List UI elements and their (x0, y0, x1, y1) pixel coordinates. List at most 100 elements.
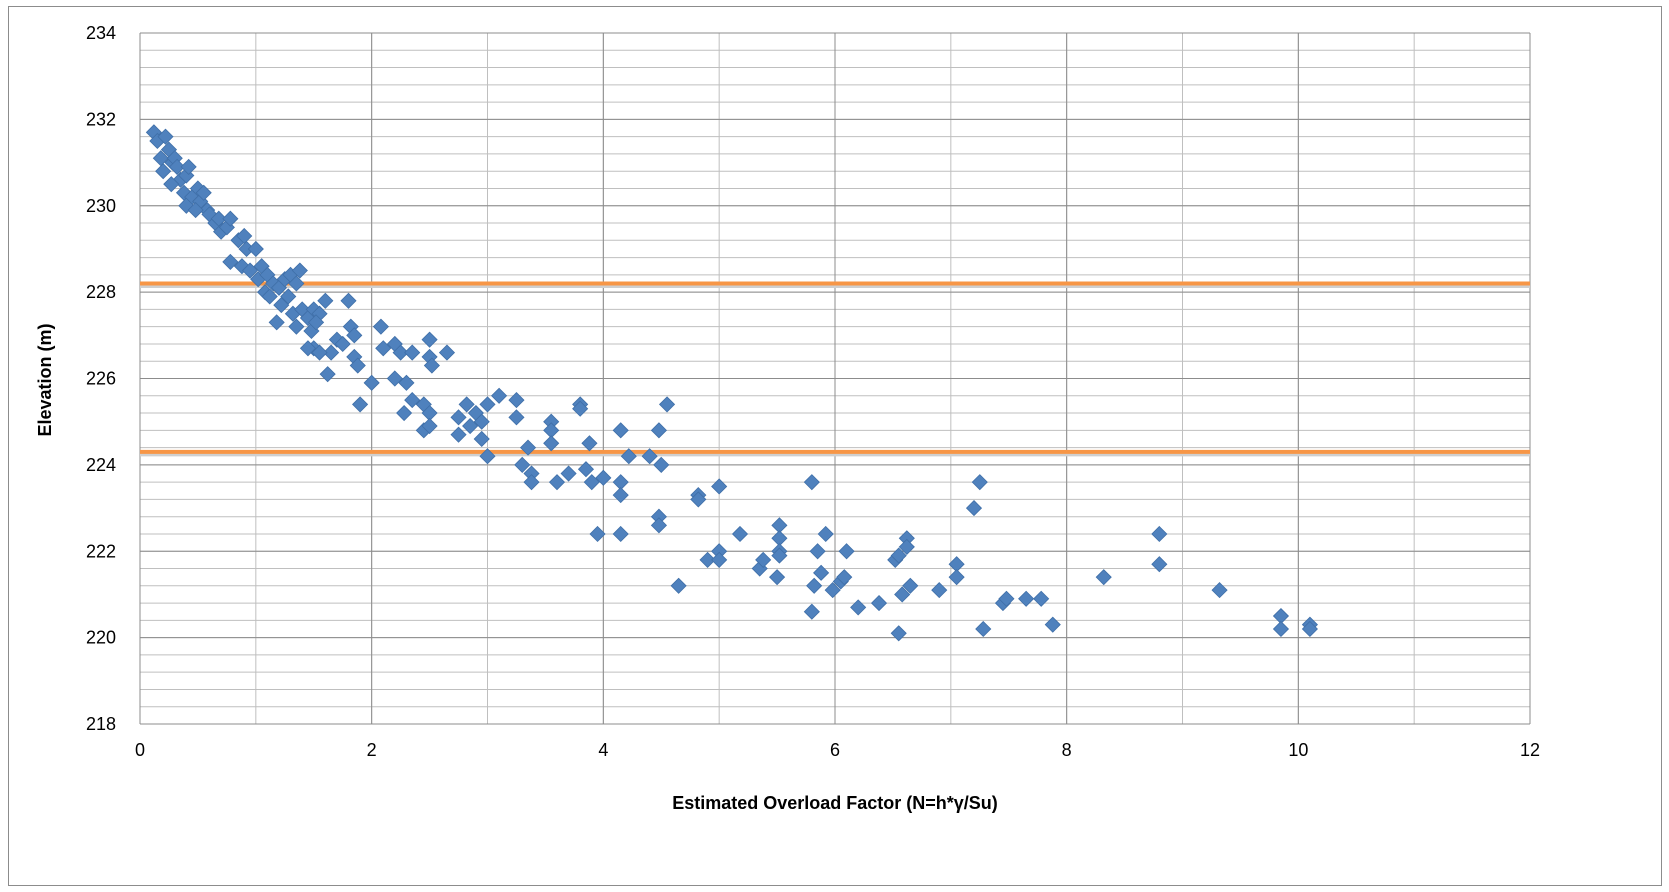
data-point (711, 478, 728, 495)
data-point (838, 543, 855, 560)
y-tick-label: 218 (86, 714, 116, 734)
data-point (317, 292, 334, 309)
data-point (450, 426, 467, 443)
data-point (699, 551, 716, 568)
data-point (340, 292, 357, 309)
y-tick-label: 224 (86, 455, 116, 475)
data-point (850, 599, 867, 616)
data-point (352, 396, 369, 413)
data-point (222, 253, 239, 270)
data-point (641, 448, 658, 465)
x-tick-label: 6 (830, 740, 840, 760)
data-point (398, 374, 415, 391)
data-point (560, 465, 577, 482)
data-point (1151, 556, 1168, 573)
data-point (620, 448, 637, 465)
data-point (288, 318, 305, 335)
data-point (519, 439, 537, 456)
data-point (291, 262, 308, 279)
y-tick-label: 220 (86, 628, 116, 648)
data-point (670, 577, 687, 594)
data-point (479, 448, 496, 465)
data-point (479, 396, 496, 413)
data-point (273, 297, 290, 314)
y-tick-label: 234 (86, 23, 116, 43)
data-point (650, 422, 667, 439)
data-point (319, 366, 336, 383)
data-point (288, 275, 305, 292)
data-point (1044, 616, 1061, 633)
data-point (155, 163, 172, 180)
data-point (771, 547, 788, 564)
data-point (473, 430, 490, 448)
data-point (323, 344, 340, 361)
data-point (577, 461, 595, 478)
reference-lines (140, 281, 1530, 457)
data-point (589, 525, 606, 543)
x-tick-labels: 0 2 4 6 8 10 12 (135, 740, 1540, 760)
y-tick-label: 222 (86, 541, 116, 561)
data-point (334, 335, 351, 353)
data-point (514, 456, 531, 473)
data-point (612, 487, 629, 504)
data-point (902, 577, 919, 594)
data-point (612, 525, 629, 543)
data-point (450, 409, 467, 426)
data-point (870, 595, 888, 612)
data-point (404, 392, 421, 409)
data-point (931, 582, 948, 599)
data-point (523, 474, 540, 491)
data-point (975, 620, 992, 638)
data-point (491, 387, 508, 404)
data-point (948, 569, 965, 586)
data-point (890, 547, 907, 564)
data-point (572, 400, 589, 417)
data-point (261, 288, 278, 305)
data-point (473, 413, 490, 430)
data-point (612, 422, 629, 439)
data-point (438, 344, 456, 361)
data-point (363, 374, 380, 391)
major-gridlines (139, 32, 1531, 725)
data-point (890, 625, 907, 642)
x-tick-label: 2 (367, 740, 377, 760)
data-point (349, 357, 366, 374)
data-point (813, 564, 830, 581)
data-point (803, 474, 820, 491)
data-point (755, 551, 772, 568)
data-point (971, 474, 988, 491)
data-point (241, 262, 259, 279)
data-point (653, 456, 670, 473)
y-tick-label: 228 (86, 282, 116, 302)
data-point (169, 158, 186, 175)
data-point (508, 409, 525, 426)
x-tick-label: 10 (1288, 740, 1308, 760)
data-point (894, 586, 911, 603)
data-point (1151, 525, 1168, 543)
data-point (658, 396, 676, 413)
data-point (731, 525, 749, 543)
data-point (1018, 590, 1035, 607)
data-point (247, 240, 264, 258)
data-point (1211, 582, 1228, 599)
data-point (581, 435, 598, 452)
x-tick-label: 8 (1062, 740, 1072, 760)
data-point (404, 344, 421, 361)
x-tick-label: 4 (598, 740, 608, 760)
y-tick-label: 232 (86, 109, 116, 129)
data-point (346, 327, 363, 344)
data-point (769, 569, 786, 586)
data-point (583, 474, 600, 491)
data-point (803, 603, 820, 620)
data-point (543, 435, 560, 452)
data-point (268, 314, 285, 331)
data-point (157, 128, 174, 145)
data-point (548, 474, 566, 491)
data-point (280, 288, 297, 305)
data-point (299, 340, 317, 357)
x-tick-label: 12 (1520, 740, 1540, 760)
data-points (145, 124, 1318, 642)
data-point (809, 543, 826, 560)
data-point (180, 158, 197, 175)
